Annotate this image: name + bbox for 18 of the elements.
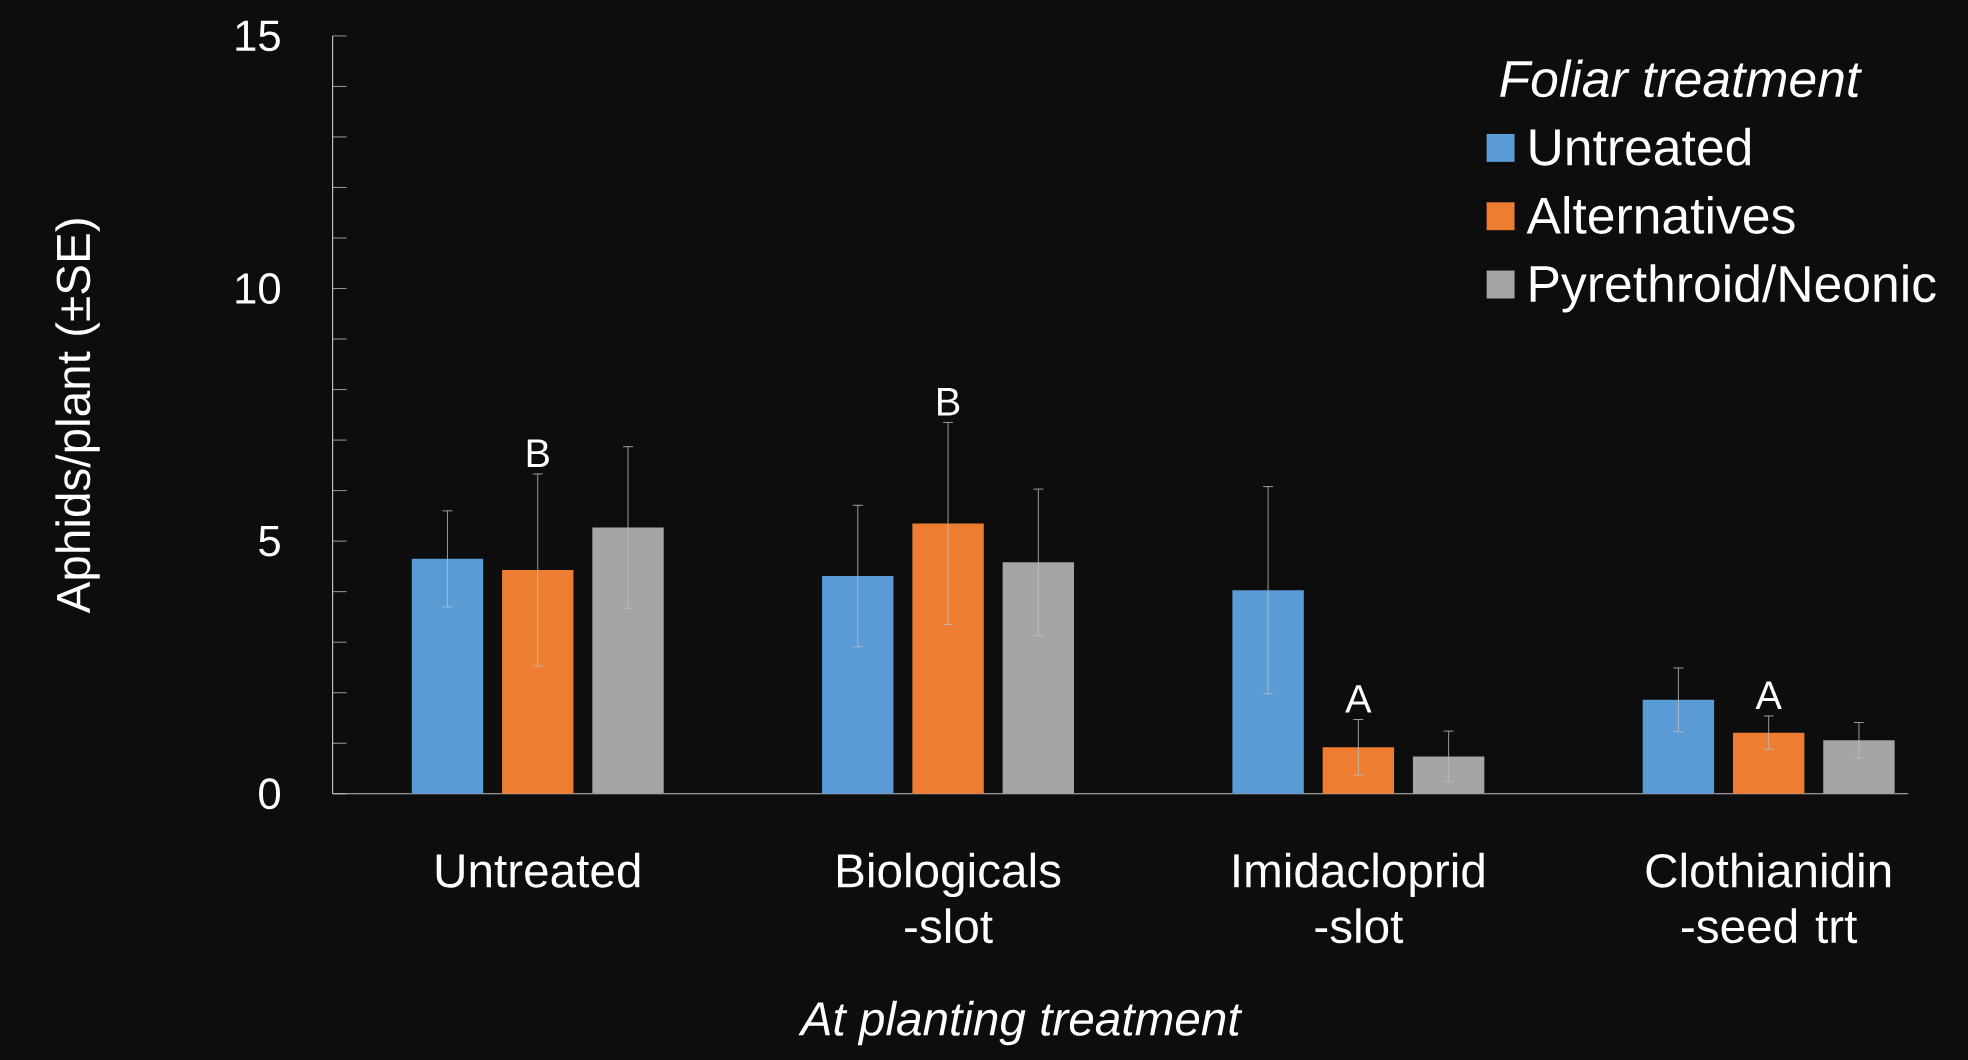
- x-tick-label: Biologicals -slot: [838, 852, 1061, 944]
- x-axis-title: At planting treatment: [798, 1000, 1243, 1046]
- y-tick-label: 0: [259, 778, 280, 810]
- legend-label: Pyrethroid/Neonic: [1530, 264, 1936, 313]
- annotation: A: [1755, 681, 1782, 709]
- x-tick-label: Untreated: [436, 852, 640, 888]
- legend-label: Untreated: [1530, 127, 1751, 166]
- annotation: B: [527, 439, 549, 467]
- legend-title: Foliar treatment: [1500, 59, 1863, 98]
- legend-label: Alternatives: [1526, 196, 1795, 234]
- y-tick-label: 10: [236, 273, 280, 304]
- y-axis-title: Aphids/plant (±SE): [55, 219, 100, 614]
- y-tick-label: 5: [259, 525, 280, 557]
- annotation: B: [938, 388, 960, 416]
- x-tick-label: Clothianidin -seed trt: [1646, 852, 1891, 944]
- x-tick-label: Imidacloprid -slot: [1234, 852, 1484, 944]
- annotation: A: [1345, 685, 1372, 713]
- y-tick-label: 15: [236, 20, 280, 52]
